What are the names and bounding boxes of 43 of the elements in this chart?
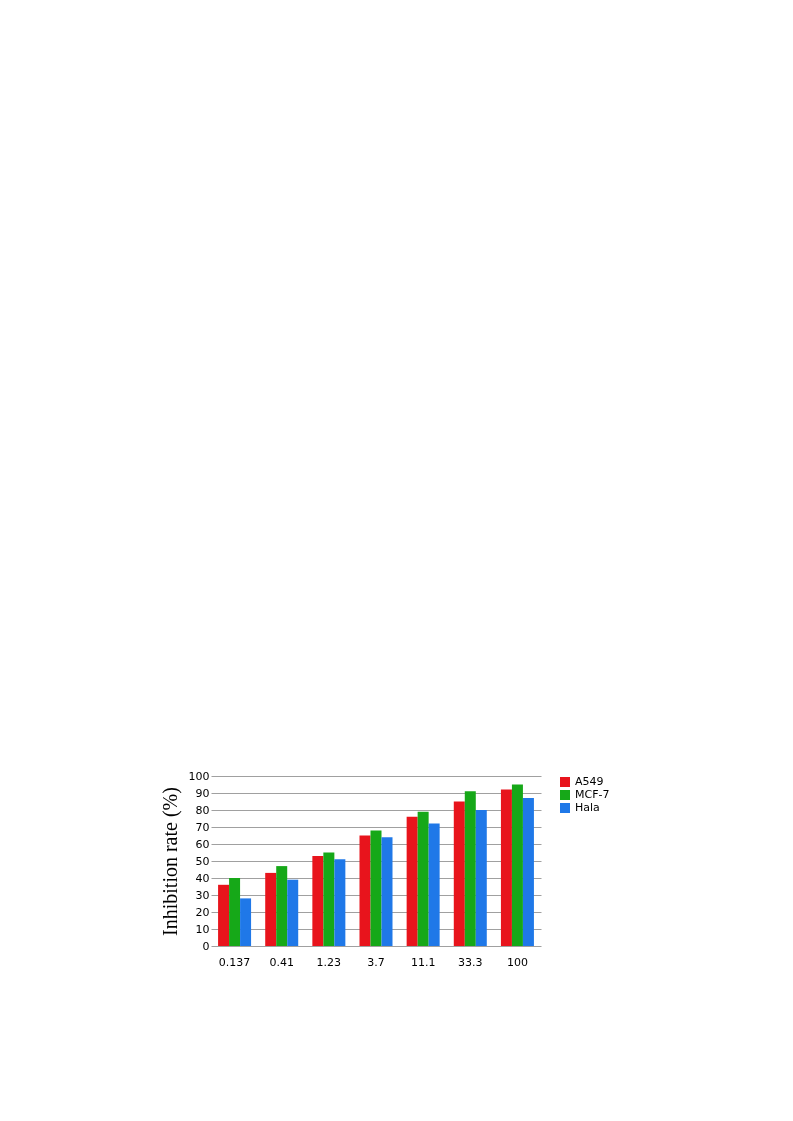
bar [370,830,382,946]
bar [453,801,465,946]
y-tick-label: 50 [195,854,210,868]
bar [229,878,241,946]
bar [276,866,288,946]
bar [475,810,487,946]
bar [522,798,534,946]
y-tick-label: 40 [195,871,210,885]
y-tick-label: 30 [195,888,210,902]
bar [323,852,335,946]
x-tick-label: 0.41 [269,955,294,969]
y-tick-label: 70 [195,820,210,834]
x-tick-label: 0.137 [218,955,251,969]
x-tick-label: 33.3 [458,955,483,969]
bar [417,811,429,946]
x-tick-label: 3.7 [367,955,385,969]
x-tick-label: 1.23 [316,955,342,969]
y-tick-label: 80 [195,803,210,817]
bar [334,859,346,946]
x-tick-label: 100 [506,955,528,969]
bar [240,898,252,946]
bar [511,784,523,946]
y-tick-label: 60 [195,837,210,851]
y-axis-title: Inhibition rate (%) [158,787,182,936]
bar [428,823,440,946]
bar [406,816,418,946]
bar [464,791,476,946]
y-tick-label: 20 [195,905,210,919]
y-tick-label: 0 [202,939,210,953]
legend-label: Hala [575,801,600,814]
y-tick-label: 90 [195,786,210,800]
legend-label: MCF-7 [575,788,610,801]
bar [359,835,371,946]
legend-label: A549 [575,775,604,788]
bar [218,884,230,946]
bar [287,879,299,946]
bar [500,789,512,946]
x-tick-label: 11.1 [410,955,436,969]
y-tick-label: 100 [188,769,210,783]
bar [265,872,277,946]
bar [312,855,324,946]
y-tick-label: 10 [195,922,210,936]
bar [381,837,393,946]
